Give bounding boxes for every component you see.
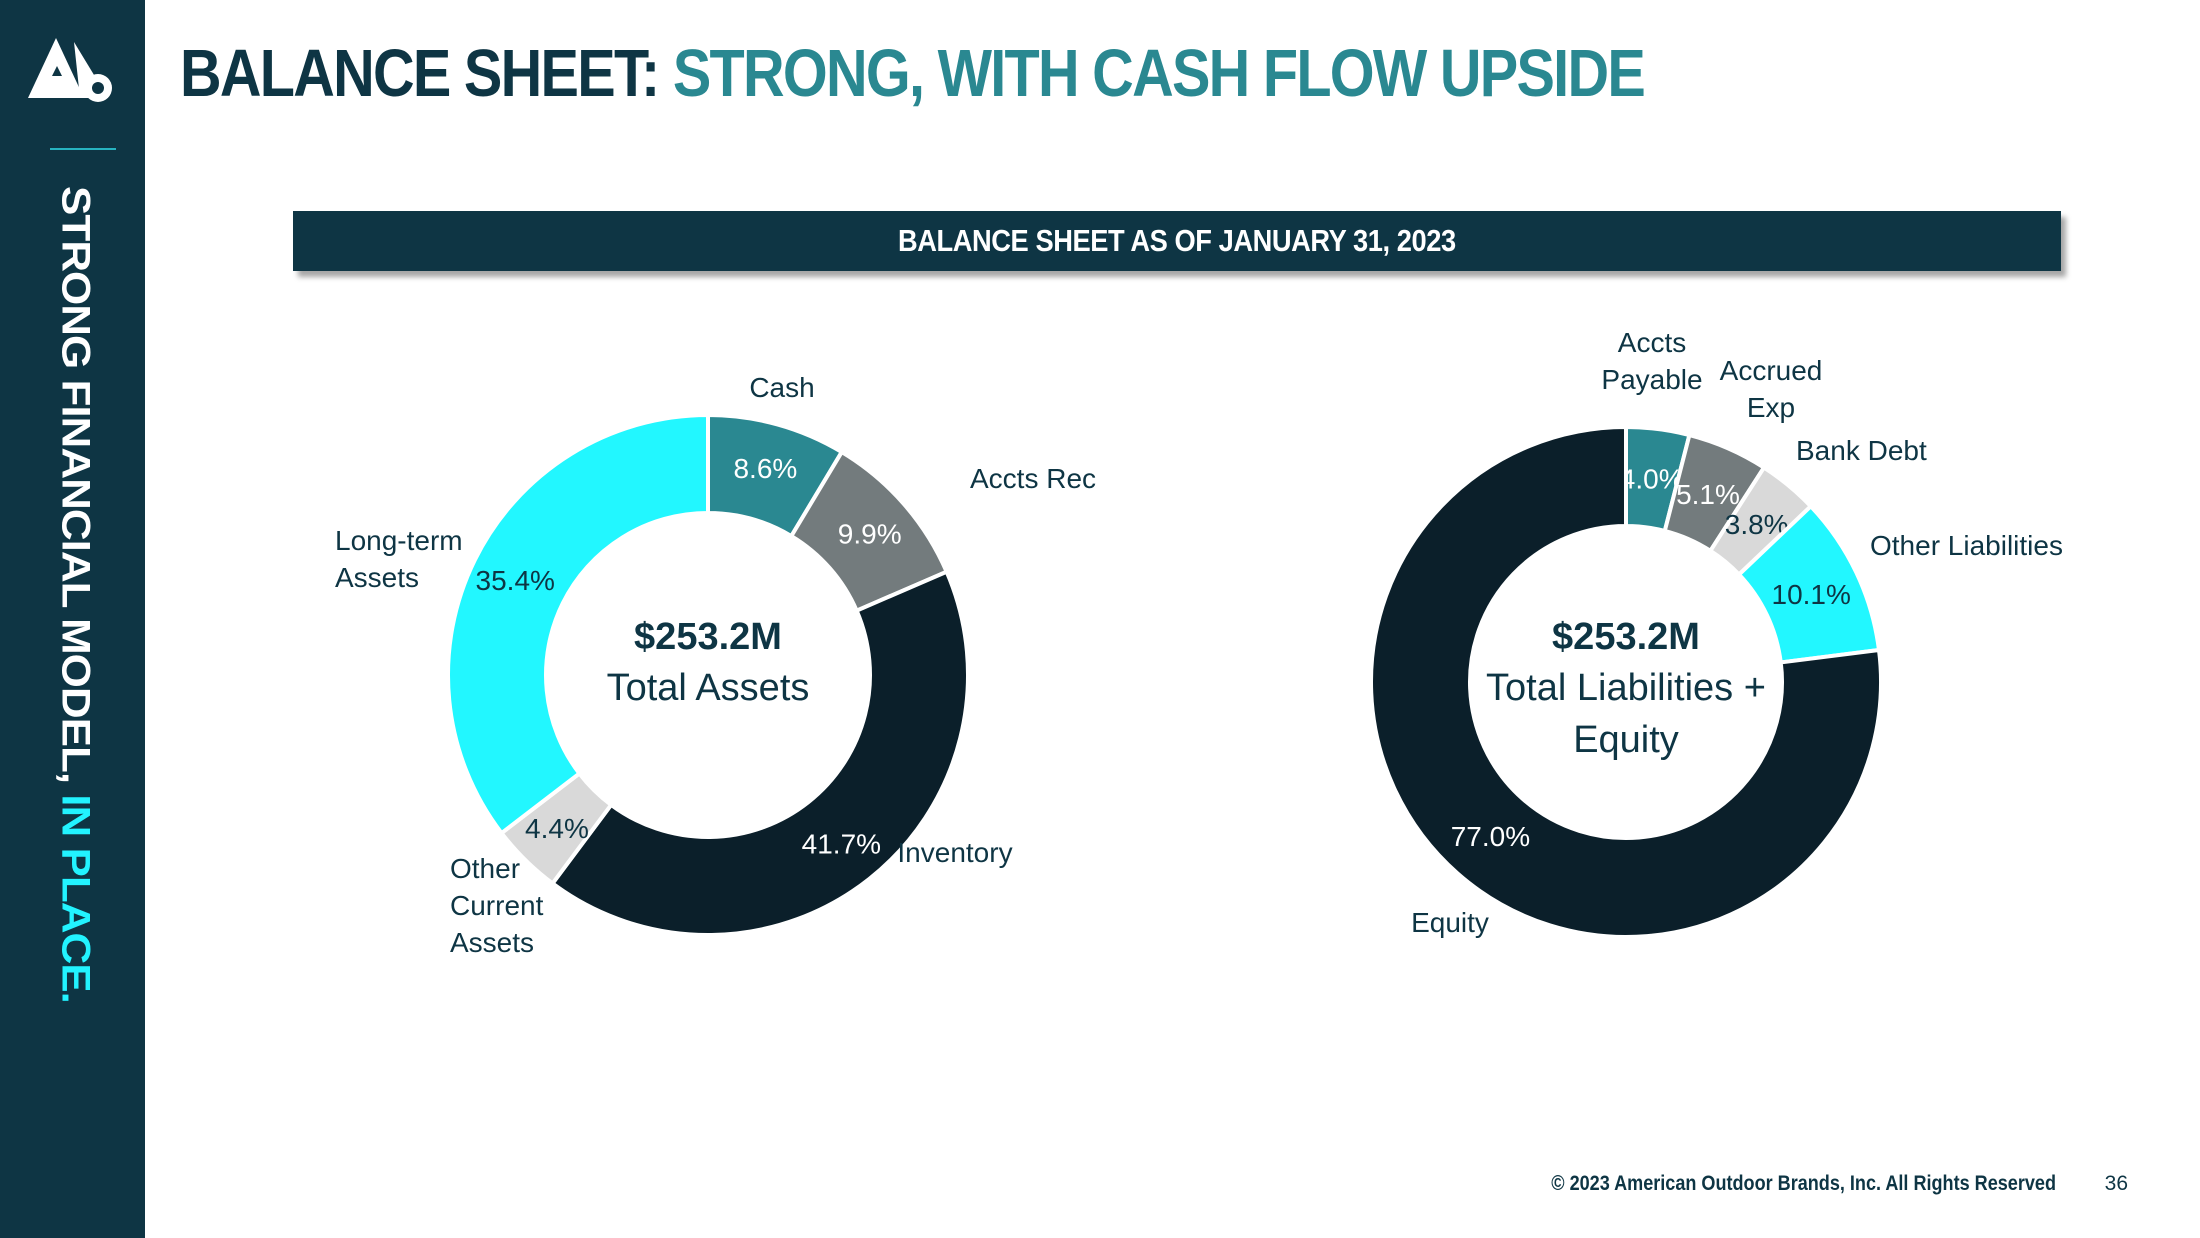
footer-copyright: © 2023 American Outdoor Brands, Inc. All… <box>1551 1172 2056 1195</box>
value-label-accrued-exp: 5.1% <box>1676 479 1740 510</box>
value-label-other-liabilities: 10.1% <box>1772 579 1851 610</box>
slice-long-term-assets <box>446 412 710 836</box>
center-value: $253.2M <box>634 616 782 658</box>
category-label-other-liabilities: Other Liabilities <box>1870 530 2063 561</box>
value-label-other-current-assets: 4.4% <box>525 813 589 844</box>
center-label: Equity <box>1573 719 1679 761</box>
value-label-accts-rec: 9.9% <box>838 518 902 549</box>
category-label-bank-debt: Bank Debt <box>1796 435 1927 466</box>
logo-divider <box>50 148 116 150</box>
page-title-dark: BALANCE SHEET: <box>180 36 673 111</box>
category-label-accts-rec: Accts Rec <box>970 463 1096 494</box>
value-label-inventory: 41.7% <box>802 829 881 860</box>
slice-inventory <box>549 569 970 937</box>
sidebar-tagline-accent: IN PLACE. <box>53 794 98 1003</box>
page-title-teal: STRONG, WITH CASH FLOW UPSIDE <box>672 36 1646 111</box>
slice-equity <box>1369 424 1883 939</box>
company-logo-icon <box>28 38 112 102</box>
section-title: BALANCE SHEET AS OF JANUARY 31, 2023 <box>898 223 1456 258</box>
sidebar-tagline-main: STRONG FINANCIAL MODEL, <box>53 186 98 795</box>
sidebar: STRONG FINANCIAL MODEL, IN PLACE. <box>0 0 145 1238</box>
page-number: 36 <box>2104 1172 2128 1195</box>
value-label-long-term-assets: 35.4% <box>476 565 555 596</box>
center-value: $253.2M <box>1552 616 1700 658</box>
category-label-accts-payable: Accts Payable <box>1601 327 1702 395</box>
donut-chart-1: 8.6% Cash 9.9% Accts Rec 41.7% Inventory 4.4% O… <box>335 372 1096 958</box>
page-title: BALANCE SHEET: STRONG, WITH CASH FLOW UP… <box>180 34 1646 114</box>
sidebar-tagline: STRONG FINANCIAL MODEL, IN PLACE. <box>53 186 98 1003</box>
category-label-inventory: Inventory <box>897 837 1012 868</box>
category-label-long-term-assets: Long-term Assets <box>335 525 463 593</box>
category-label-equity: Equity <box>1411 907 1489 938</box>
category-label-accrued-exp: Accrued Exp <box>1720 355 1823 423</box>
center-label: Total Liabilities + <box>1486 667 1766 709</box>
center-label: Total Assets <box>607 667 810 709</box>
section-header-bar: BALANCE SHEET AS OF JANUARY 31, 2023 <box>293 211 2061 271</box>
value-label-equity: 77.0% <box>1451 821 1530 852</box>
value-label-accts-payable: 4.0% <box>1620 464 1684 495</box>
value-label-cash: 8.6% <box>733 453 797 484</box>
category-label-other-current-assets: Other Current Assets <box>450 853 544 958</box>
category-label-cash: Cash <box>749 372 814 403</box>
